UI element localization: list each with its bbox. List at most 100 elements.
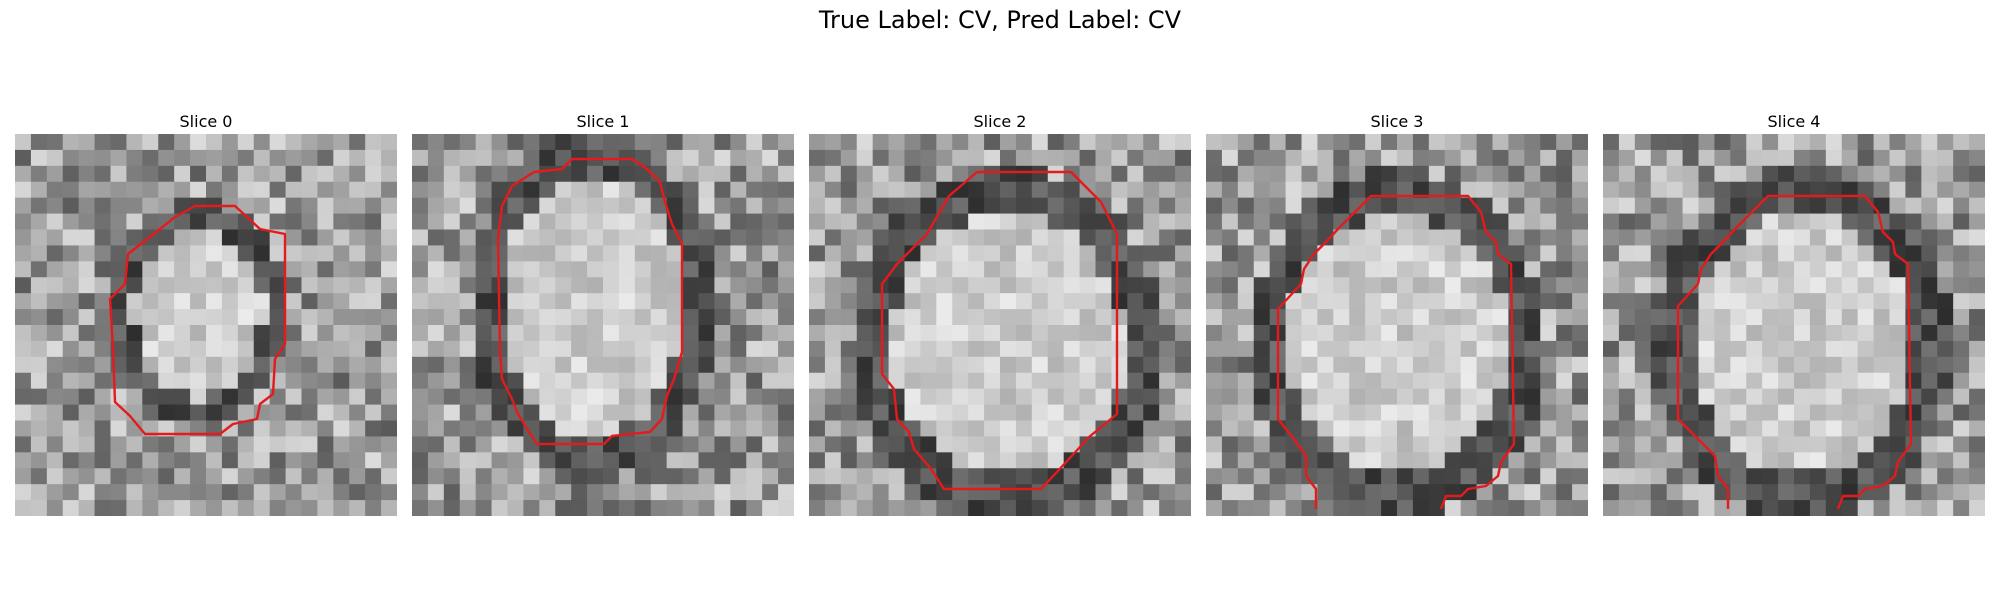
image-pixel	[1253, 452, 1271, 469]
image-pixel	[1969, 420, 1985, 438]
image-pixel	[1746, 309, 1763, 326]
image-pixel	[1618, 213, 1636, 231]
image-pixel	[443, 245, 461, 262]
image-pixel	[1873, 340, 1891, 358]
image-pixel	[603, 165, 620, 183]
image-pixel	[507, 277, 525, 294]
image-pixel	[30, 229, 48, 247]
image-pixel	[809, 388, 826, 406]
image-pixel	[1095, 436, 1113, 453]
image-pixel	[158, 404, 175, 422]
image-pixel	[206, 149, 223, 167]
image-pixel	[1730, 245, 1747, 262]
image-pixel	[1508, 213, 1525, 231]
image-pixel	[507, 325, 525, 342]
image-pixel	[698, 213, 716, 231]
image-pixel	[698, 261, 716, 278]
image-pixel	[1618, 245, 1636, 262]
image-pixel	[427, 436, 445, 453]
image-pixel	[1000, 420, 1017, 438]
image-pixel	[840, 165, 858, 183]
image-pixel	[1476, 277, 1494, 294]
image-pixel	[1730, 468, 1747, 485]
image-pixel	[856, 261, 874, 278]
image-pixel	[1253, 197, 1271, 215]
image-pixel	[1618, 309, 1636, 326]
image-pixel	[317, 149, 334, 167]
image-pixel	[94, 452, 112, 469]
image-pixel	[1397, 181, 1414, 199]
image-pixel	[618, 484, 636, 501]
image-pixel	[682, 484, 700, 501]
image-pixel	[507, 229, 525, 247]
image-pixel	[1253, 420, 1271, 438]
image-pixel	[174, 277, 191, 294]
image-pixel	[984, 468, 1001, 485]
image-pixel	[1634, 325, 1652, 342]
image-pixel	[1634, 436, 1652, 453]
image-pixel	[507, 452, 525, 469]
image-pixel	[1841, 484, 1859, 501]
image-pixel	[1159, 261, 1176, 278]
image-pixel	[1492, 181, 1510, 199]
image-pixel	[1285, 245, 1303, 262]
image-pixel	[1841, 309, 1859, 326]
image-pixel	[190, 309, 207, 326]
image-pixel	[1444, 500, 1462, 516]
image-pixel	[333, 181, 350, 199]
image-pixel	[1000, 388, 1017, 406]
image-pixel	[1682, 468, 1700, 485]
slice-panel-1: Slice 1	[412, 110, 794, 516]
image-pixel	[1746, 277, 1763, 294]
image-pixel	[571, 165, 588, 183]
image-pixel	[984, 197, 1001, 215]
image-pixel	[349, 484, 366, 501]
image-pixel	[46, 404, 64, 422]
image-pixel	[1175, 436, 1191, 453]
image-pixel	[1397, 197, 1414, 215]
image-pixel	[1047, 213, 1065, 231]
image-pixel	[158, 372, 175, 390]
image-pixel	[1460, 420, 1478, 438]
image-pixel	[1618, 181, 1636, 199]
image-pixel	[269, 484, 287, 501]
image-pixel	[1349, 452, 1366, 469]
image-pixel	[1825, 484, 1843, 501]
image-pixel	[952, 484, 969, 501]
slice-title: Slice 3	[1370, 112, 1424, 131]
image-pixel	[427, 229, 445, 247]
image-pixel	[1825, 388, 1843, 406]
image-pixel	[682, 229, 700, 247]
image-pixel	[317, 436, 334, 453]
image-pixel	[1698, 468, 1716, 485]
image-pixel	[539, 340, 556, 358]
image-pixel	[237, 484, 255, 501]
image-pixel	[507, 340, 525, 358]
image-pixel	[349, 165, 366, 183]
image-pixel	[1634, 245, 1652, 262]
image-pixel	[365, 277, 382, 294]
image-pixel	[587, 388, 604, 406]
image-pixel	[1905, 356, 1922, 374]
image-pixel	[1237, 149, 1255, 167]
image-pixel	[1730, 372, 1747, 390]
image-pixel	[110, 468, 128, 485]
image-pixel	[221, 340, 239, 358]
image-pixel	[1650, 500, 1668, 516]
image-pixel	[1111, 165, 1128, 183]
image-pixel	[1666, 356, 1684, 374]
image-pixel	[158, 245, 175, 262]
image-pixel	[968, 181, 985, 199]
image-pixel	[618, 181, 636, 199]
image-pixel	[1666, 484, 1684, 501]
image-pixel	[1937, 245, 1954, 262]
image-pixel	[666, 484, 684, 501]
image-pixel	[333, 420, 350, 438]
image-pixel	[1079, 436, 1097, 453]
image-pixel	[666, 340, 684, 358]
image-pixel	[1175, 372, 1191, 390]
image-pixel	[427, 165, 445, 183]
image-pixel	[1778, 484, 1795, 501]
image-pixel	[253, 149, 271, 167]
image-pixel	[1317, 404, 1334, 422]
